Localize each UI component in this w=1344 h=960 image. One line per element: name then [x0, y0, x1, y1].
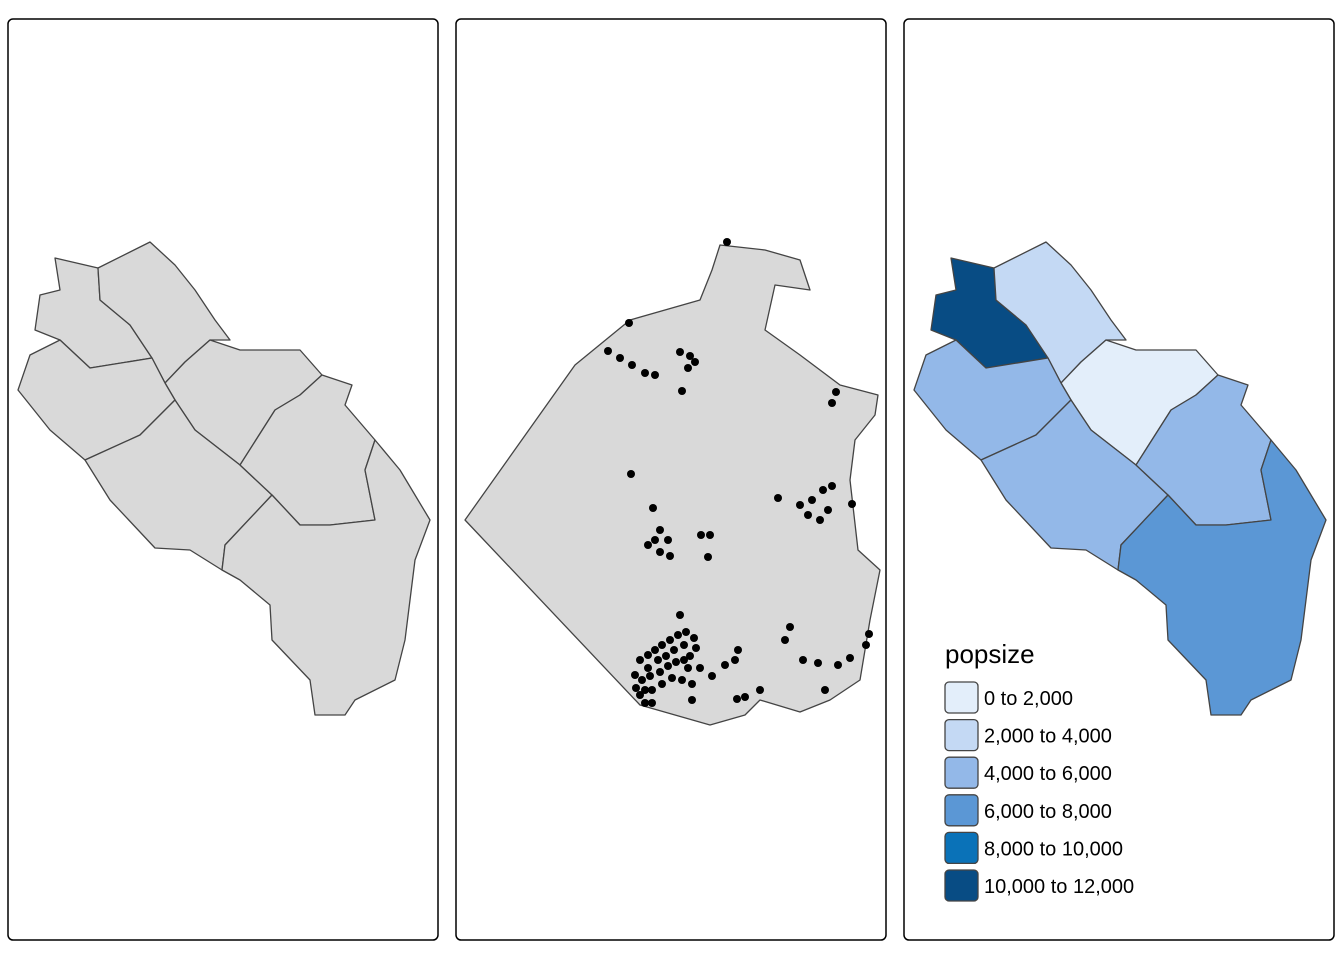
point: [644, 664, 652, 672]
legend-label: 8,000 to 10,000: [984, 838, 1123, 860]
point: [696, 664, 704, 672]
legend-swatch: [944, 681, 979, 714]
point: [654, 656, 662, 664]
point: [688, 680, 696, 688]
point: [656, 668, 664, 676]
point: [692, 644, 700, 652]
point: [658, 641, 666, 649]
legend-label: 2,000 to 4,000: [984, 726, 1112, 748]
point: [680, 641, 688, 649]
point: [664, 662, 672, 670]
point: [641, 686, 649, 694]
point: [638, 676, 646, 684]
point: [662, 652, 670, 660]
legend-swatch: [944, 718, 979, 752]
point: [678, 676, 686, 684]
legend-swatch: [944, 756, 979, 789]
point: [682, 628, 690, 636]
point: [646, 672, 654, 680]
point: [648, 686, 656, 694]
point: [658, 680, 666, 688]
legend-label: 10,000 to 12,000: [984, 876, 1134, 898]
point: [636, 691, 644, 699]
point: [666, 636, 674, 644]
point: [644, 651, 652, 659]
legend-label: 6,000 to 8,000: [984, 801, 1112, 823]
point: [670, 646, 678, 654]
point: [690, 634, 698, 642]
point-layer: [604, 238, 873, 707]
outline-map: [464, 238, 881, 726]
legend-label: 0 to 2,000: [984, 688, 1073, 710]
legend-swatch: [944, 869, 979, 902]
legend: popsize 0 to 2,000 2,000 to 4,000 4,000 to…: [944, 639, 1134, 902]
point: [631, 671, 639, 679]
point: [672, 658, 680, 666]
point: [632, 684, 640, 692]
point: [686, 652, 694, 660]
point: [636, 656, 644, 664]
point: [684, 664, 692, 672]
point: [674, 631, 682, 639]
legend-swatch: [944, 794, 979, 827]
point: [651, 646, 659, 654]
legend-swatch: [944, 831, 979, 865]
point: [680, 656, 688, 664]
point: [668, 674, 676, 682]
legend-title: popsize: [945, 639, 1035, 669]
legend-label: 4,000 to 6,000: [984, 763, 1112, 785]
